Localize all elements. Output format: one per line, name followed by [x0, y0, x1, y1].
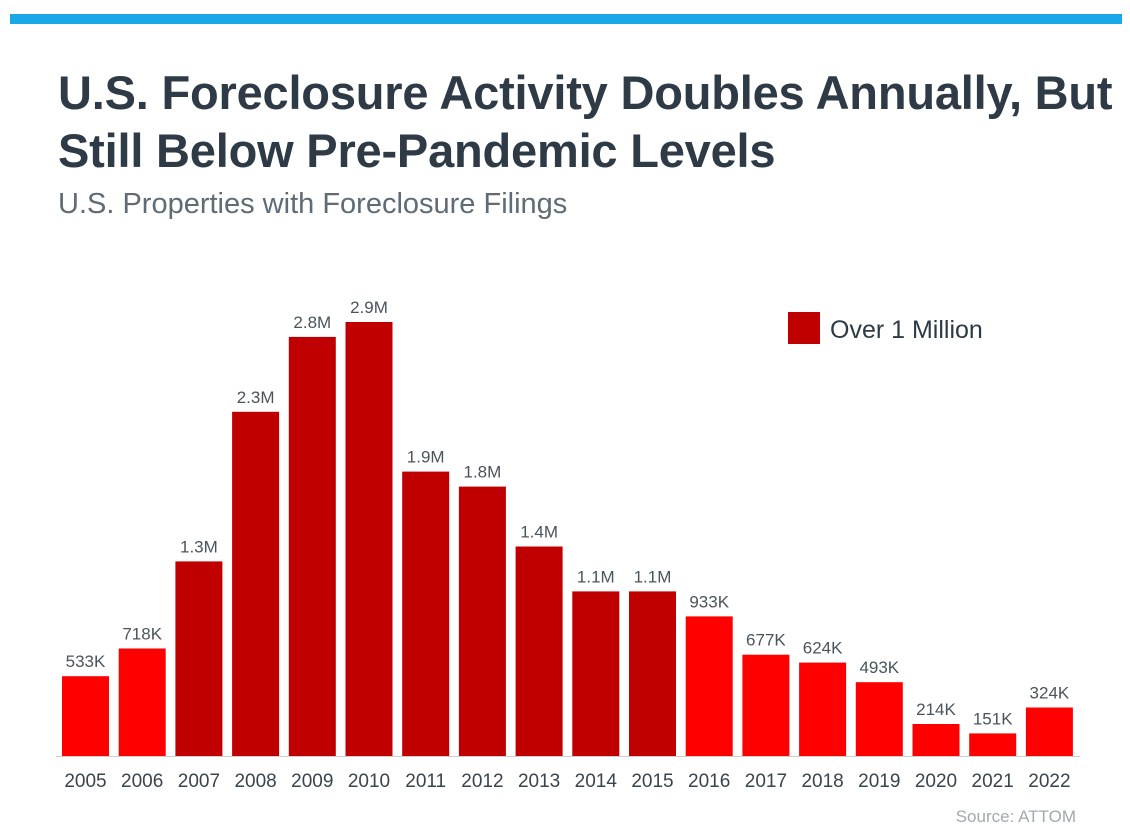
value-label-2011: 1.9M	[407, 448, 445, 467]
value-label-2014: 1.1M	[577, 567, 615, 586]
year-label-2012: 2012	[461, 771, 503, 792]
year-label-2018: 2018	[801, 771, 843, 792]
year-label-2021: 2021	[972, 771, 1014, 792]
value-label-2016: 933K	[689, 592, 729, 611]
year-label-2019: 2019	[858, 771, 900, 792]
bar-2021	[969, 733, 1017, 756]
bar-2008	[232, 411, 280, 756]
year-label-2010: 2010	[348, 771, 390, 792]
value-label-2017: 677K	[746, 631, 786, 650]
bar-2022	[1025, 707, 1073, 756]
value-label-2010: 2.9M	[350, 298, 388, 317]
bar-2016	[685, 616, 733, 756]
value-label-2013: 1.4M	[520, 523, 558, 542]
value-label-2012: 1.8M	[464, 463, 502, 482]
year-label-2005: 2005	[64, 771, 106, 792]
value-label-2015: 1.1M	[634, 567, 672, 586]
year-label-2016: 2016	[688, 771, 730, 792]
year-label-2020: 2020	[915, 771, 957, 792]
year-label-2014: 2014	[575, 771, 618, 792]
bar-2013	[515, 546, 563, 756]
year-label-2009: 2009	[291, 771, 333, 792]
bar-2019	[855, 682, 903, 756]
value-label-2022: 324K	[1030, 684, 1070, 703]
chart-subtitle: U.S. Properties with Foreclosure Filings	[58, 188, 568, 220]
value-label-2009: 2.8M	[293, 313, 331, 332]
legend-swatch	[788, 312, 820, 344]
bar-2010	[345, 322, 393, 756]
top-accent-bar	[10, 14, 1122, 24]
bar-2015	[629, 591, 676, 756]
legend-label: Over 1 Million	[830, 316, 983, 344]
bars-group	[62, 322, 1073, 756]
year-label-2006: 2006	[121, 771, 163, 792]
bar-2018	[799, 662, 847, 756]
bar-2012	[458, 486, 506, 756]
value-label-2008: 2.3M	[237, 388, 275, 407]
bar-2020	[912, 724, 960, 756]
value-label-2007: 1.3M	[180, 537, 218, 556]
bar-2006	[118, 648, 166, 756]
value-label-2005: 533K	[66, 652, 106, 671]
value-label-2020: 214K	[916, 700, 956, 719]
bar-2014	[572, 591, 620, 756]
bar-2007	[175, 561, 223, 756]
value-labels-group: 533K 718K 1.3M 2.3M 2.8M 2.9M 1.9M 1.8M 1.4M 1.1M…	[66, 298, 1070, 728]
value-label-2006: 718K	[122, 625, 162, 644]
chart-title: U.S. Foreclosure Activity Doubles Annual…	[58, 66, 1113, 177]
year-label-2022: 2022	[1028, 771, 1070, 792]
value-label-2019: 493K	[859, 658, 899, 677]
source-note: Source: ATTOM	[955, 807, 1076, 826]
value-label-2018: 624K	[803, 639, 843, 658]
year-label-2013: 2013	[518, 771, 560, 792]
year-label-2008: 2008	[234, 771, 276, 792]
bar-2009	[288, 336, 336, 756]
year-label-2015: 2015	[631, 771, 673, 792]
year-label-2011: 2011	[405, 771, 446, 792]
year-label-2007: 2007	[178, 771, 220, 792]
year-labels-group: 2005 2006 2007 2008 2009 2010 2011 2012 2013 2014…	[64, 771, 1070, 792]
bar-2005	[62, 676, 109, 756]
year-label-2017: 2017	[745, 771, 787, 792]
legend: Over 1 Million	[788, 312, 983, 344]
bar-2011	[402, 471, 450, 756]
bar-2017	[742, 654, 790, 756]
value-label-2021: 151K	[973, 709, 1013, 728]
